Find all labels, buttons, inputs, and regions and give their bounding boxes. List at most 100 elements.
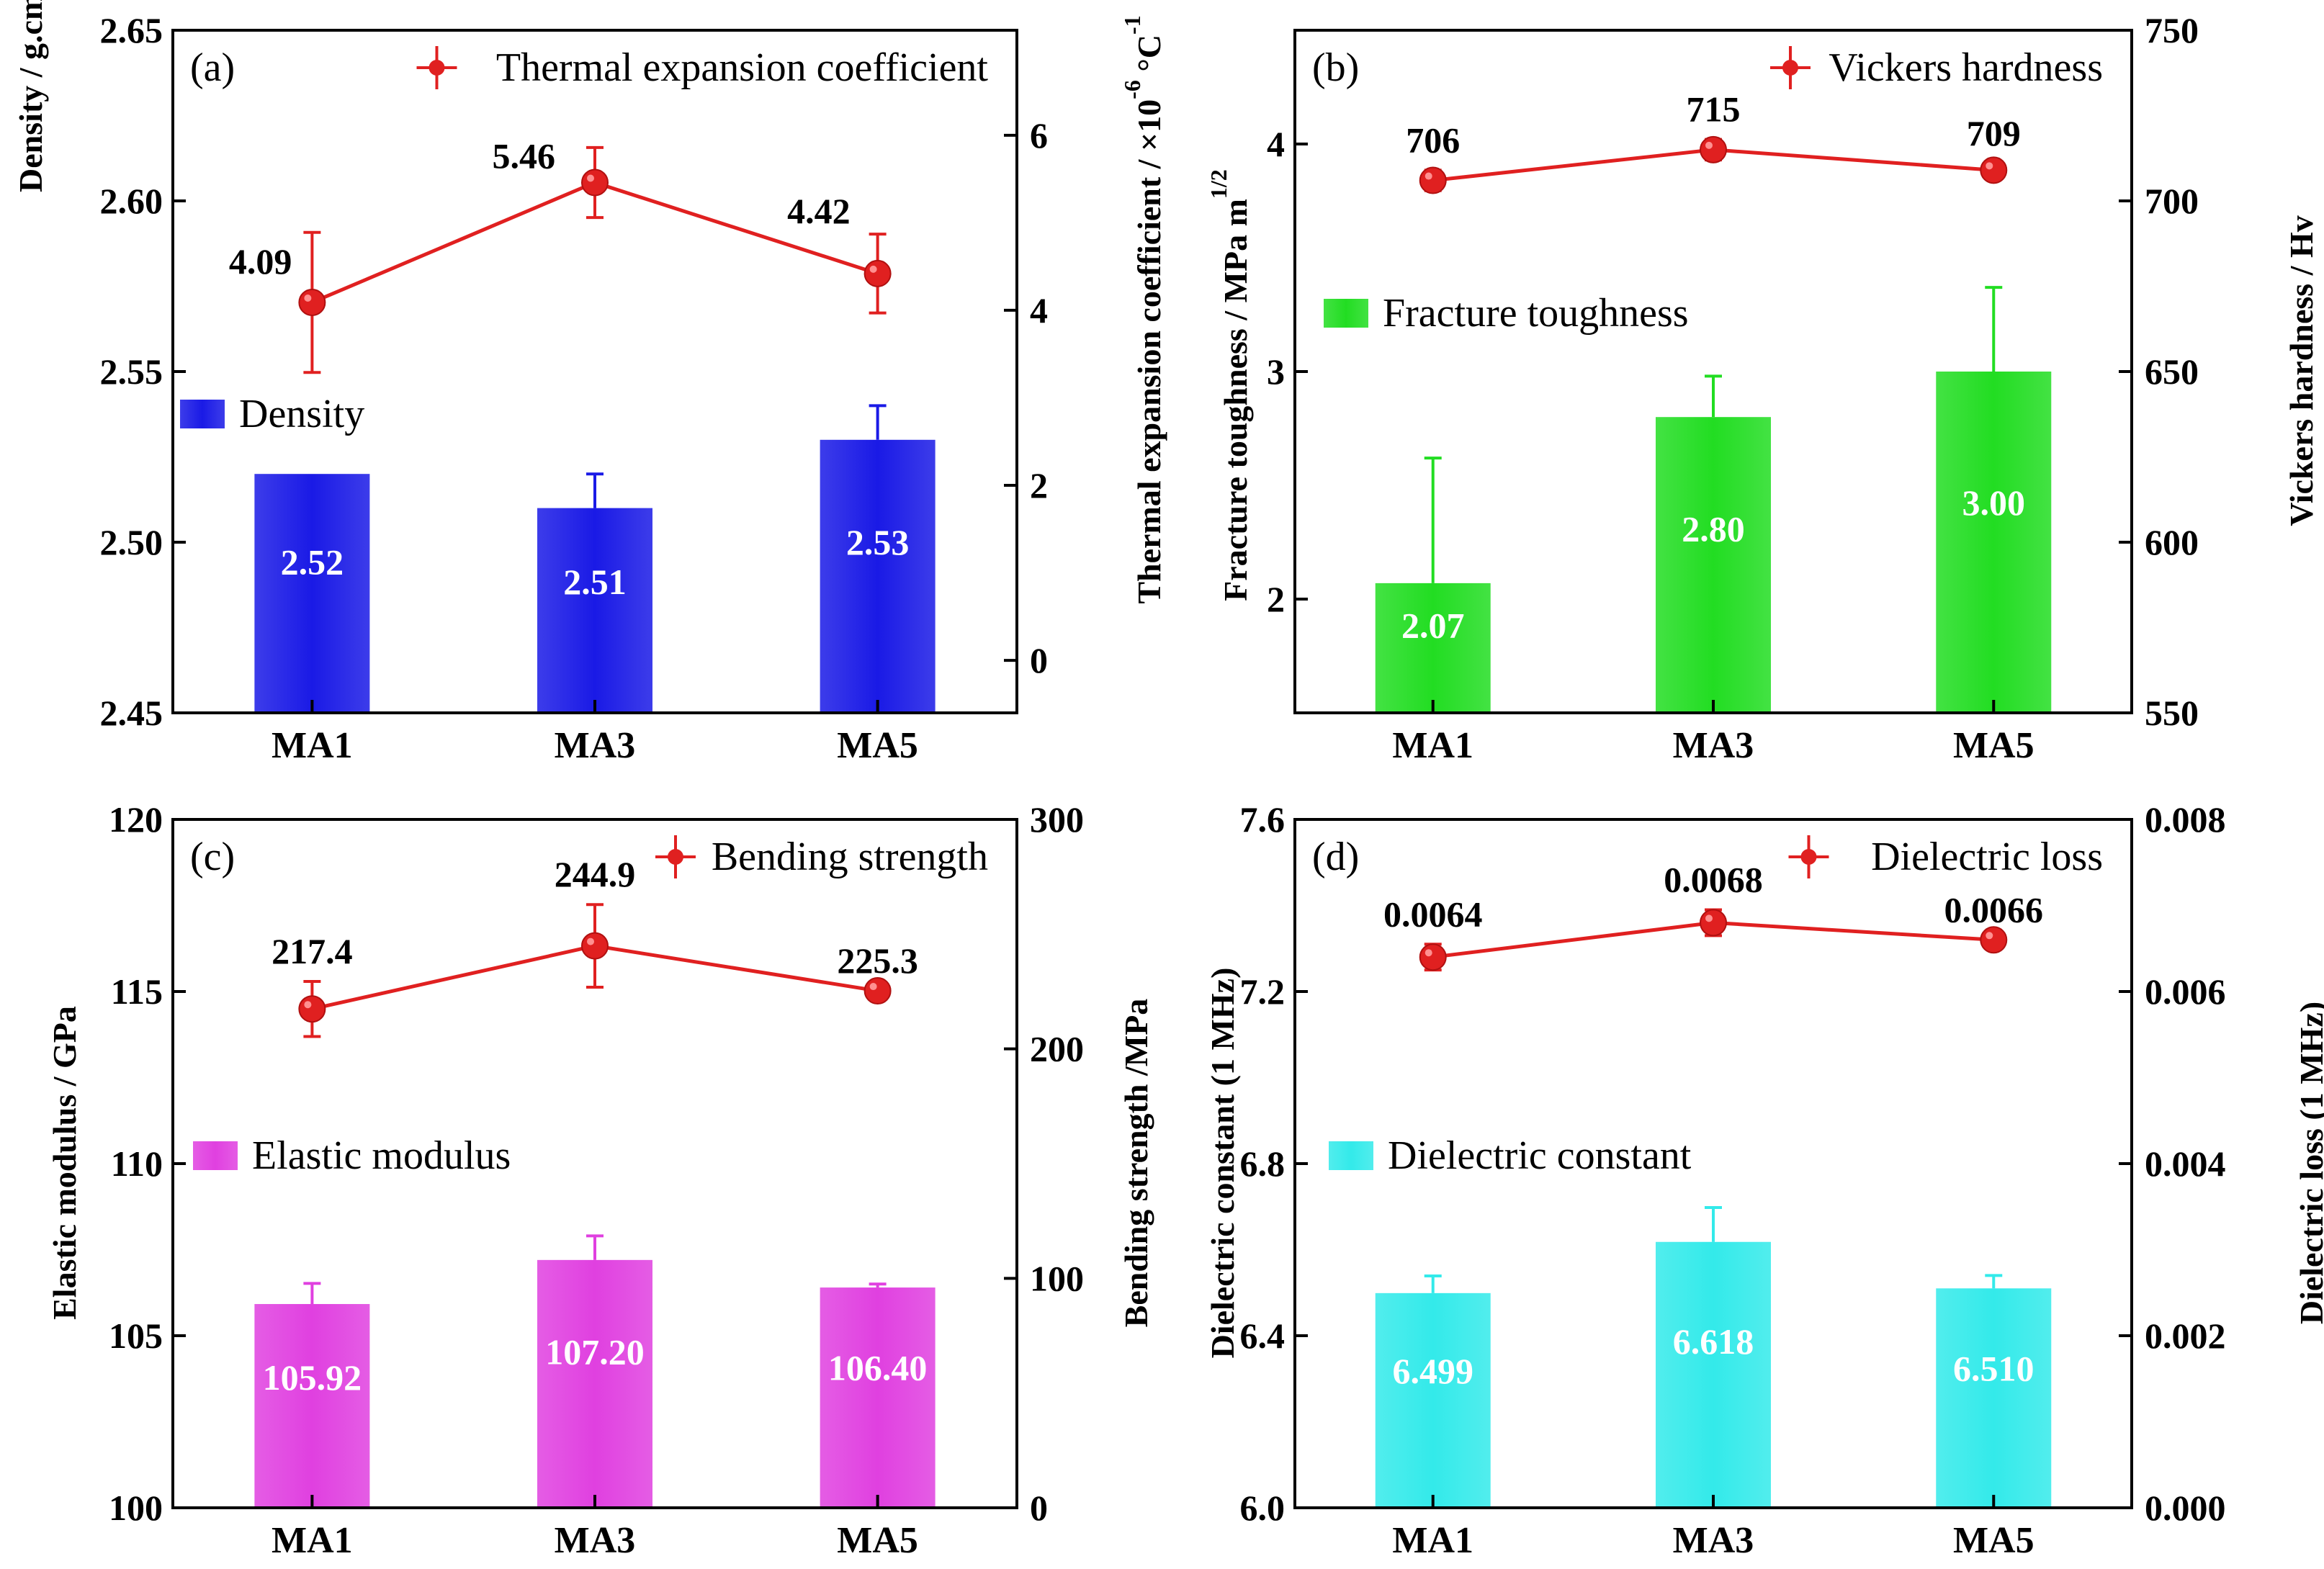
left-tick-label: 110 [111,1143,163,1184]
left-tick-label: 7.2 [1240,971,1286,1012]
legend-line-swatch-dot [1800,849,1817,865]
left-tick-label: 6.4 [1240,1316,1286,1356]
line-value-label: 706 [1406,120,1460,160]
left-tick-label: 105 [109,1316,163,1356]
bar-value-label: 106.40 [828,1348,928,1388]
line-point-ma1 [298,995,326,1023]
line-value-label: 709 [1967,113,2021,153]
line-point-ma5 [863,977,892,1005]
left-tick-label: 100 [109,1488,163,1528]
right-axis-label: Thermal expansion coefficient / ×10-6 °C… [1119,15,1167,603]
right-tick-label: 0.002 [2145,1316,2226,1356]
category-label: MA5 [1953,725,2034,766]
bar-value-label: 3.00 [1962,482,2026,523]
line-point-ma1 [1419,166,1447,194]
legend-line-swatch-dot [668,849,683,865]
category-label: MA3 [1673,725,1754,766]
bar-value-label: 2.53 [846,522,910,562]
line-point-highlight [587,938,594,945]
bar-value-label: 107.20 [545,1331,645,1372]
bar-ma5 [1936,372,2052,713]
right-tick-label: 0.006 [2145,971,2226,1012]
line-point-ma5 [1980,926,2008,954]
right-tick-label: 6 [1030,115,1048,156]
right-axis-label: Dielectric loss (1 MHz) [2293,1002,2324,1324]
category-label: MA1 [272,725,353,766]
line-point-ma5 [863,259,892,287]
line-value-label: 217.4 [272,931,353,971]
legend-bar-swatch [1329,1141,1373,1170]
bar-value-label: 6.510 [1953,1348,2034,1388]
bar-ma3 [537,1259,652,1508]
bar-value-label: 2.52 [281,542,344,583]
left-tick-label: 6.8 [1240,1143,1286,1184]
bar-value-label: 2.07 [1401,606,1465,646]
line-value-label: 4.42 [787,191,851,231]
legend-bar-label: Density [239,392,364,436]
left-tick-label: 2 [1267,579,1285,619]
chart-panel-2: 2.07 2.80 3.00 706 715 709 2 3 4 550 600 650 700 750 M… [1206,10,2320,766]
legend-line-swatch-dot [1782,60,1798,76]
right-tick-label: 0.000 [2145,1488,2226,1528]
left-tick-label: 4 [1267,124,1285,164]
left-axis-label: Density / g.cm-3 [1,0,49,192]
right-tick-label: 650 [2145,351,2199,392]
panel-label: (d) [1312,835,1359,879]
right-axis-label: Bending strength /MPa [1118,999,1154,1328]
category-label: MA3 [555,725,636,766]
right-tick-label: 550 [2145,693,2199,733]
line-point-highlight [1425,172,1432,180]
legend-line-swatch-dot [429,60,445,76]
right-tick-label: 0 [1030,640,1048,680]
right-tick-label: 100 [1030,1258,1084,1298]
right-axis-label: Vickers hardness / Hv [2283,215,2320,526]
line-point-highlight [1986,932,1993,940]
line-value-label: 0.0064 [1383,894,1483,934]
bar-ma3 [1656,417,1771,713]
legend-bar-swatch [1324,299,1368,328]
bar-value-label: 2.80 [1682,509,1745,549]
bar-value-label: 6.499 [1392,1351,1473,1391]
bar-ma5 [820,1287,936,1508]
line-point-ma3 [1700,909,1727,937]
right-tick-label: 0 [1030,1488,1048,1528]
right-tick-label: 600 [2145,522,2199,562]
line-point-ma3 [1700,135,1727,163]
panel-label: (b) [1312,45,1359,90]
line-value-label: 0.0066 [1944,889,2044,930]
line-point-ma1 [1419,943,1447,971]
panel-label: (c) [190,835,235,879]
left-axis-label: Dielectric constant (1 MHz) [1204,968,1241,1359]
left-tick-label: 7.6 [1240,799,1286,840]
right-tick-label: 2 [1030,465,1048,505]
chart-panel-1: 2.52 2.51 2.53 4.09 5.46 4.42 2.45 2.50 2.55 2.60… [1,0,1167,766]
category-label: MA5 [837,1520,918,1561]
line-value-label: 715 [1687,89,1741,130]
line-value-label: 244.9 [555,854,636,894]
bar-ma5 [820,439,936,713]
line-point-ma3 [581,932,609,960]
bar-ma5 [1936,1288,2052,1508]
line-point-highlight [304,1001,312,1009]
bar-value-label: 2.51 [563,562,627,602]
left-tick-label: 2.60 [100,181,163,221]
line-point-highlight [587,174,594,182]
left-tick-label: 120 [109,799,163,840]
bar-ma3 [1656,1241,1771,1508]
right-tick-label: 300 [1030,799,1084,840]
left-tick-label: 3 [1267,351,1285,392]
line-point-highlight [1425,949,1432,957]
bar-ma1 [254,474,370,713]
legend-bar-swatch [193,1141,238,1170]
left-tick-label: 6.0 [1240,1488,1286,1528]
right-tick-label: 750 [2145,10,2199,50]
legend-line-label: Dielectric loss [1871,835,2103,879]
category-label: MA5 [1953,1520,2034,1561]
legend-bar-label: Fracture toughness [1383,291,1689,336]
panel-label: (a) [190,45,235,90]
bar-ma1 [1375,583,1491,713]
line-point-highlight [1705,141,1713,149]
line-value-label: 4.09 [229,241,292,282]
category-label: MA3 [1673,1520,1754,1561]
